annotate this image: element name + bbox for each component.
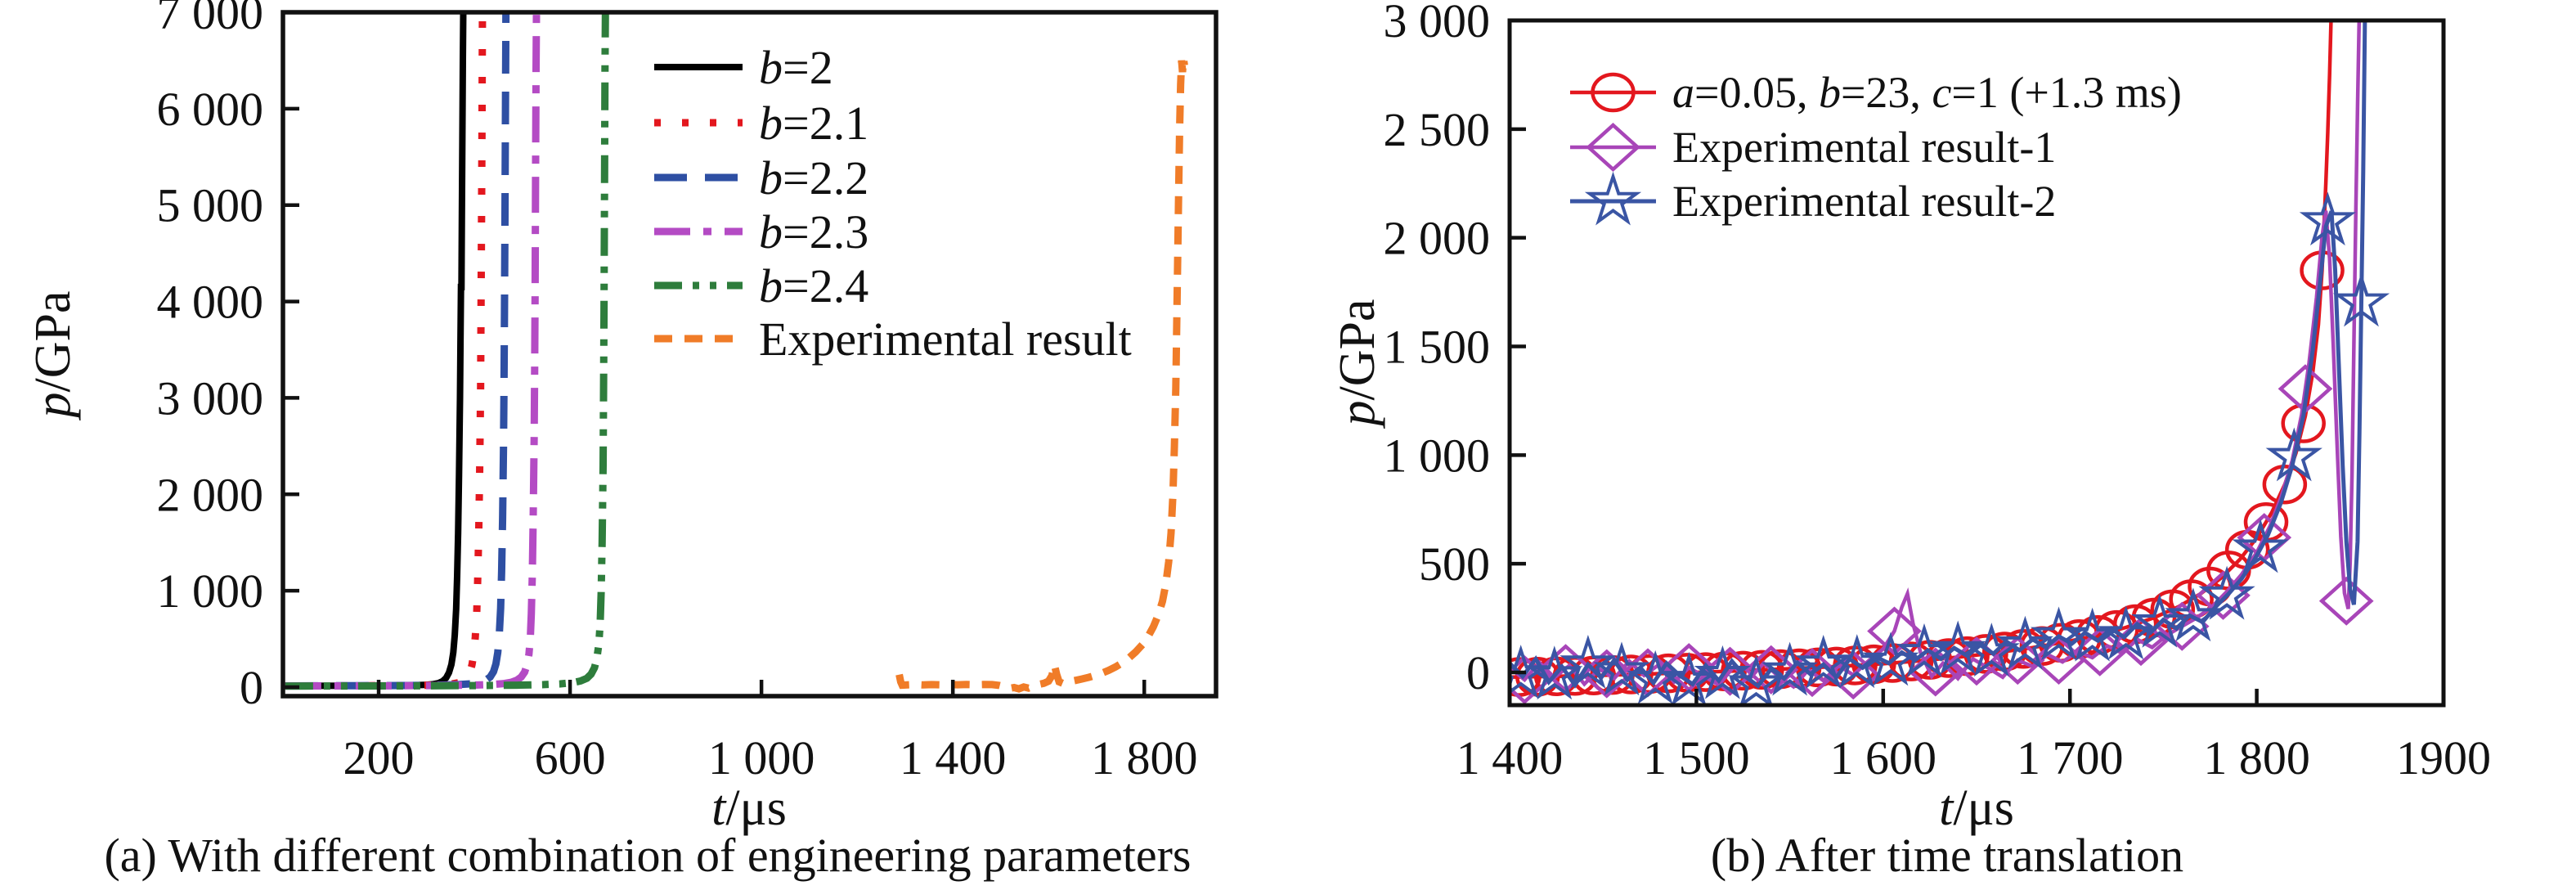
y-tick-label-b: 0	[1466, 646, 1490, 699]
series-exp2-marker	[1694, 645, 1752, 699]
y-tick-label-b: 1 000	[1384, 429, 1491, 482]
legend-marker-model	[1591, 72, 1636, 113]
chart-a-plot: 200 600 1 000 1 400 1 800 0 1 000 2 000 3 000 4 0…	[25, 0, 1218, 836]
x-tick-label-a: 200	[343, 731, 415, 784]
legend-label-model: a=0.05, b=23, c=1 (+1.3 ms)	[1672, 68, 2182, 117]
series-layer-b	[1510, 20, 2390, 705]
series-exp2-marker	[1896, 623, 1953, 677]
y-tick-label-a: 2 000	[157, 468, 264, 521]
y-tick-label-b: 2 000	[1384, 212, 1491, 265]
y-axis-label-b: p/GPa	[1330, 299, 1385, 429]
y-tick-label-a: 3 000	[157, 371, 264, 425]
x-tick-label-b: 1 600	[1830, 731, 1937, 784]
y-tick-label-b: 1 500	[1384, 321, 1491, 374]
y-tick-label-a: 0	[240, 661, 263, 714]
legend-b: a=0.05, b=23, c=1 (+1.3 ms) Experimental …	[1570, 68, 2182, 226]
series-b23-line	[285, 12, 541, 690]
y-tick-label-b: 3 000	[1384, 0, 1491, 47]
legend-label-exp1: Experimental result-1	[1672, 123, 2056, 172]
x-tick-label-a: 1 800	[1091, 731, 1198, 784]
series-b24-line	[285, 12, 609, 690]
y-tick-label-a: 7 000	[157, 0, 264, 39]
x-tick-label-b: 1 400	[1456, 731, 1564, 784]
x-tick-label-a: 1 400	[900, 731, 1007, 784]
series-exp2-marker	[1862, 632, 1919, 686]
y-tick-label-a: 1 000	[157, 564, 264, 618]
series-b2-line	[285, 12, 467, 690]
legend-label-exp2: Experimental result-2	[1672, 177, 2056, 226]
series-exp2-marker	[2098, 605, 2155, 660]
series-exp1-marker	[2237, 513, 2292, 563]
legend-label-expa: Experimental result	[759, 312, 1132, 366]
chart-a-caption: (a) With different combination of engine…	[104, 829, 1192, 882]
series-b21-line	[285, 12, 487, 690]
series-b22-line	[285, 12, 510, 690]
x-tick-label-a: 1 000	[708, 731, 815, 784]
chart-a-panel: 200 600 1 000 1 400 1 800 0 1 000 2 000 3 000 4 0…	[25, 0, 1218, 882]
series-exp2-marker	[2165, 587, 2222, 642]
x-tick-label-a: 600	[535, 731, 606, 784]
series-exp2-marker	[1560, 634, 1617, 689]
chart-b-caption: (b) After time translation	[1710, 829, 2184, 882]
series-exp2-marker	[2063, 607, 2121, 662]
x-tick-label-b: 1 500	[1643, 731, 1750, 784]
series-exp2-marker	[2265, 427, 2322, 482]
series-exp2-marker	[1526, 645, 1583, 700]
series-exp1-marker	[2318, 576, 2374, 626]
series-exp1-marker	[2278, 364, 2333, 414]
series-exp2-marker	[1727, 654, 1785, 705]
x-tick-label-b: 1900	[2396, 731, 2491, 784]
series-exp2-marker	[2232, 519, 2289, 573]
legend-label-b21: b=2.1	[759, 97, 868, 150]
y-tick-label-a: 4 000	[157, 276, 264, 329]
series-exp2-marker	[1996, 615, 2054, 670]
legend-label-b2: b=2	[759, 41, 833, 94]
series-exp1-marker	[1744, 645, 1799, 694]
y-tick-label-a: 6 000	[157, 83, 264, 136]
y-axis-label-a: p/GPa	[25, 291, 81, 421]
x-axis-label-b: t/μs	[1939, 780, 2014, 836]
legend-marker-exp1	[1586, 122, 1640, 173]
plot-frame-a	[280, 10, 1218, 699]
series-exp2-marker	[2332, 272, 2390, 327]
y-tick-label-b: 2 500	[1384, 103, 1491, 156]
x-axis-label-a: t/μs	[711, 780, 787, 836]
series-model-marker	[1851, 644, 1896, 685]
series-exp1-marker	[1908, 647, 1963, 697]
series-model-marker	[1721, 650, 1766, 691]
chart-b-panel: 1 400 1 500 1 600 1 700 1 800 1900 0 500 1 000 1 …	[1288, 0, 2576, 890]
plot-frame-b	[1507, 18, 2446, 708]
series-exp2-marker	[1829, 634, 1886, 689]
legend-label-b22: b=2.2	[759, 151, 868, 205]
series-exp2-marker	[2299, 191, 2357, 246]
series-exp2-marker	[1929, 620, 1986, 675]
series-layer-a	[285, 12, 1188, 693]
x-tick-label-b: 1 700	[2017, 731, 2124, 784]
legend-marker-exp2	[1584, 171, 1642, 226]
legend-label-b24: b=2.4	[759, 259, 868, 312]
x-tick-label-b: 1 800	[2203, 731, 2310, 784]
series-exp2-marker	[2198, 565, 2255, 620]
series-expa-line	[895, 57, 1188, 693]
chart-b-plot: 1 400 1 500 1 600 1 700 1 800 1900 0 500 1 000 1 …	[1330, 0, 2491, 836]
series-exp2-marker	[1593, 641, 1650, 696]
y-tick-label-a: 5 000	[157, 179, 264, 232]
legend-label-b23: b=2.3	[759, 205, 868, 258]
y-tick-label-b: 500	[1419, 537, 1490, 591]
